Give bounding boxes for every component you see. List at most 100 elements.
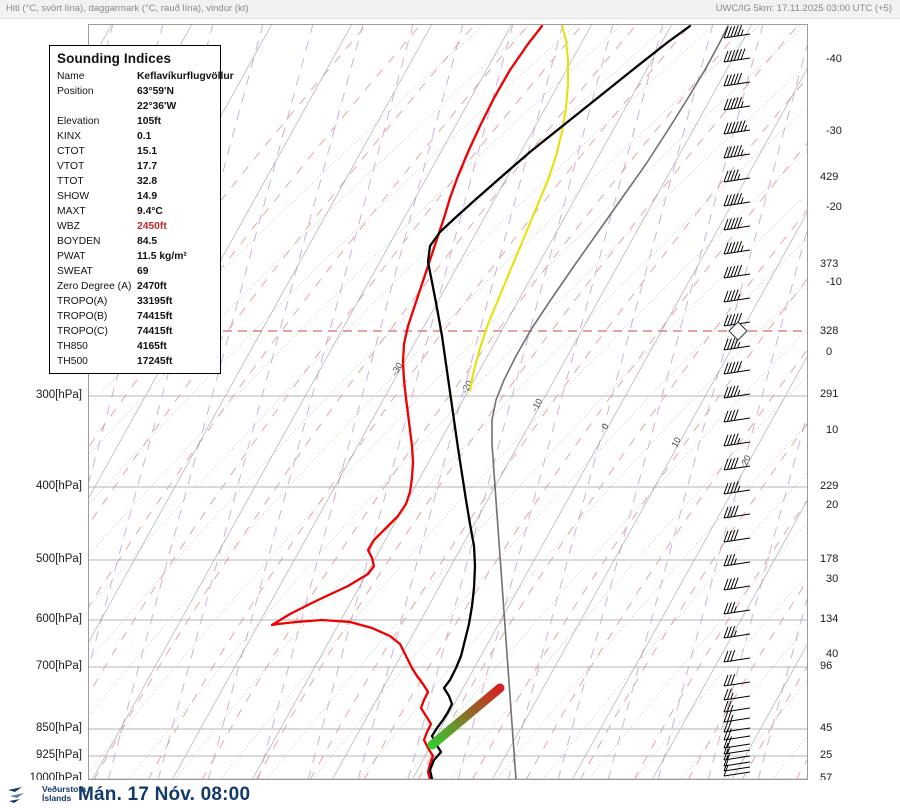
barb-full: [723, 242, 729, 255]
isotherm-line: [731, 642, 808, 780]
index-value: 69: [137, 266, 149, 277]
right-temperature-label: 0: [826, 346, 833, 358]
barb-full: [726, 266, 732, 278]
wind-barb: [723, 759, 751, 772]
wind-barb: [723, 240, 751, 255]
pressure-label: 700[hPa]: [35, 660, 82, 672]
barb-full: [730, 649, 736, 662]
index-row: VTOT 17.7: [57, 159, 213, 174]
barb-full: [723, 170, 729, 183]
index-row: BOYDEN 84.5: [57, 234, 213, 249]
mixing-ratio-line: [757, 593, 808, 780]
forecast-datetime: Mán. 17 Nóv. 08:00: [78, 784, 251, 805]
barb-full: [726, 736, 732, 748]
barb-shaft: [723, 153, 751, 159]
mixing-ratio-line: [557, 24, 764, 780]
index-value: 2450ft: [137, 221, 167, 232]
wind-barb: [723, 409, 751, 423]
barb-shaft: [723, 633, 751, 639]
barb-shaft: [723, 33, 751, 39]
wind-barb: [723, 216, 751, 231]
barb-full: [723, 26, 729, 39]
index-row: Elevation 105ft: [57, 114, 213, 129]
index-value: 9.4°C: [137, 206, 163, 217]
barb-full: [726, 700, 732, 712]
right-temperature-label: 10: [826, 424, 839, 436]
barb-shaft: [723, 585, 751, 591]
barb-full: [730, 313, 736, 326]
wind-barb: [723, 736, 751, 749]
isotherm-label: 0: [599, 422, 610, 431]
barb-shaft: [723, 749, 751, 755]
wetbulb-gradient-bar: [427, 683, 505, 750]
index-row: WBZ 2450ft: [57, 219, 213, 234]
right-height-label: 25: [820, 749, 833, 761]
index-key: TH500: [57, 356, 88, 367]
barb-full: [723, 506, 729, 519]
barb-shaft: [723, 735, 751, 741]
index-row: Zero Degree (A) 2470ft: [57, 279, 213, 294]
barb-full: [730, 529, 736, 542]
logo-wordmark: Veðurstofa Íslands: [42, 784, 86, 803]
index-value: 32.8: [137, 176, 158, 187]
barb-full: [726, 74, 732, 86]
temperature-curve: [426, 24, 692, 780]
index-key: SHOW: [57, 191, 90, 202]
barb-full: [726, 26, 732, 38]
wind-barb: [723, 710, 751, 723]
barb-full: [726, 314, 732, 326]
index-key: Name: [57, 71, 85, 82]
moist-adiabat-line: [93, 24, 638, 780]
right-temperature-label: -30: [826, 125, 842, 137]
moist-adiabat-line: [633, 498, 808, 780]
barb-shaft: [723, 695, 751, 701]
barb-full: [723, 674, 729, 687]
barb-full: [737, 120, 743, 133]
barb-full: [733, 121, 739, 133]
barb-full: [723, 146, 729, 159]
wind-barb: [723, 673, 751, 687]
barb-half: [743, 124, 748, 132]
barb-full: [723, 700, 729, 713]
barb-full: [730, 673, 736, 686]
barb-shaft: [723, 297, 751, 303]
barb-full: [733, 49, 739, 61]
barb-full: [726, 674, 732, 686]
barb-full: [723, 530, 729, 543]
barb-full: [737, 144, 743, 157]
right-height-label: 45: [820, 722, 833, 734]
barb-full: [723, 338, 729, 351]
barb-full: [733, 313, 739, 325]
barb-shaft: [723, 561, 751, 567]
barb-shaft: [723, 681, 751, 687]
wind-barb: [723, 688, 751, 701]
barb-full: [733, 193, 739, 205]
isotherm-line: [411, 66, 808, 780]
barb-full: [726, 458, 732, 470]
barb-full: [733, 529, 739, 541]
barb-full: [726, 50, 732, 62]
index-key: Zero Degree (A): [57, 281, 132, 292]
barb-full: [723, 742, 729, 755]
barb-full: [726, 650, 732, 662]
right-temperature-label: -40: [826, 53, 842, 65]
index-row: TTOT 32.8: [57, 174, 213, 189]
right-temperature-label: 20: [826, 499, 839, 511]
barb-full: [730, 625, 736, 638]
isotherm-line: [571, 354, 808, 780]
moist-adiabat-line: [363, 141, 808, 780]
barb-full: [723, 434, 729, 447]
barb-full: [726, 362, 732, 374]
index-value: 17.7: [137, 161, 158, 172]
barb-shaft: [723, 743, 751, 749]
index-key: TH850: [57, 341, 88, 352]
barb-full: [726, 386, 732, 398]
moist-adiabat-line: [471, 277, 808, 780]
moist-adiabat-line: [255, 24, 800, 780]
barb-full: [730, 25, 736, 38]
barb-full: [730, 457, 736, 470]
data-layer: [270, 24, 751, 780]
moist-adiabat-line: [525, 348, 808, 780]
barb-full: [723, 194, 729, 207]
